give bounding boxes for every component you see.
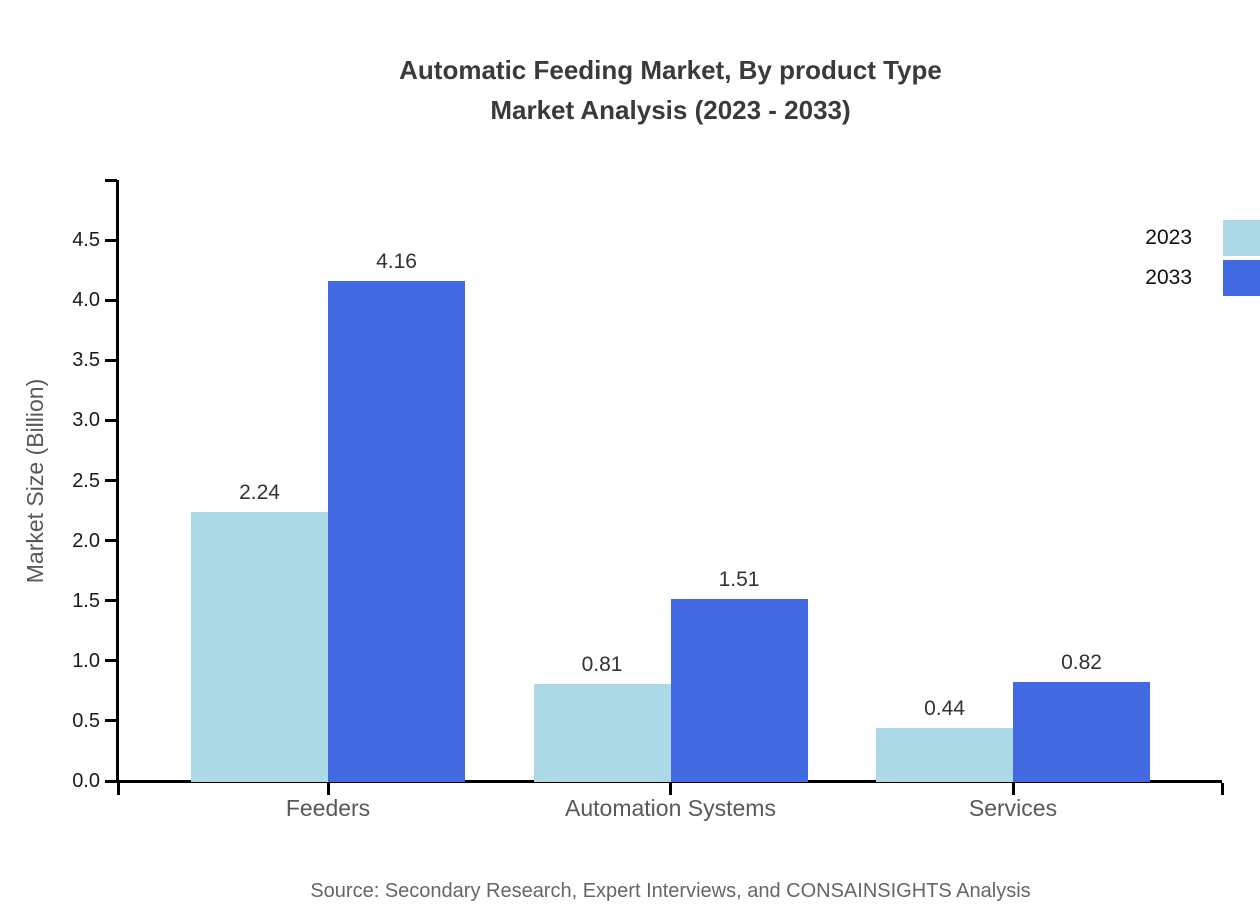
legend-label-2023: 2023 (1145, 226, 1192, 249)
x-category-label-automation-systems: Automation Systems (565, 795, 776, 821)
chart-title-line2: Market Analysis (2023 - 2033) (490, 95, 851, 125)
bar-2023-feeders (191, 511, 328, 782)
x-axis-end-tick-right (1220, 783, 1224, 795)
legend-item-2033: 2033 (1145, 260, 1260, 296)
legend-label-2033: 2033 (1145, 266, 1192, 289)
y-tick-label: 0.5 (72, 709, 100, 732)
chart-title: Automatic Feeding Market, By product Typ… (119, 50, 1222, 130)
y-tick-mark (105, 358, 117, 362)
y-tick-label: 3.0 (72, 409, 100, 432)
legend-item-2023: 2023 (1145, 220, 1260, 256)
bar-2033-services (1013, 682, 1150, 782)
y-tick-mark (105, 719, 117, 723)
x-tick-mark-services (1011, 783, 1015, 795)
y-tick-label: 0.0 (72, 770, 100, 792)
bar-value-label-2033-feeders: 4.16 (376, 249, 417, 273)
bar-value-label-2023-automation-systems: 0.81 (581, 652, 623, 676)
bar-2033-automation-systems (670, 599, 808, 782)
y-tick-mark (105, 539, 117, 543)
bar-value-label-2023-feeders: 2.24 (239, 480, 280, 504)
y-tick-mark (105, 599, 117, 603)
x-category-label-feeders: Feeders (285, 795, 371, 821)
y-tick-mark (105, 238, 117, 242)
legend: 2023 2033 (1145, 220, 1260, 300)
bar-2023-automation-systems (533, 683, 671, 782)
y-tick-label: 2.0 (72, 529, 100, 552)
y-tick-mark (105, 418, 117, 422)
y-tick-label: 1.5 (72, 589, 100, 612)
bar-2023-services (876, 728, 1013, 782)
y-tick-mark (105, 298, 117, 302)
y-tick-label: 4.0 (72, 289, 100, 312)
bar-value-label-2033-services: 0.82 (1061, 651, 1102, 675)
bar-value-label-2023-services: 0.44 (924, 697, 965, 721)
y-tick-mark (105, 659, 117, 663)
x-axis-end-tick-left (116, 783, 120, 795)
y-tick-label: 4.5 (72, 229, 100, 252)
bar-2033-feeders (328, 280, 465, 782)
y-tick-label: 2.5 (72, 469, 100, 492)
legend-swatch-2033 (1223, 260, 1260, 296)
chart-title-line1: Automatic Feeding Market, By product Typ… (399, 55, 942, 85)
legend-swatch-2023 (1223, 220, 1260, 256)
x-tick-mark-automation-systems (669, 783, 672, 795)
x-tick-mark-feeders (326, 783, 330, 795)
source-attribution: Source: Secondary Research, Expert Inter… (310, 880, 1031, 902)
bar-value-label-2033-automation-systems: 1.51 (718, 568, 760, 592)
y-tick-mark (105, 779, 117, 783)
x-category-label-services: Services (968, 795, 1058, 821)
y-axis-line (116, 180, 119, 783)
y-tick-label: 1.0 (72, 649, 100, 672)
y-tick-mark (105, 479, 117, 482)
y-tick-label: 3.5 (72, 349, 100, 372)
y-axis-end-tick (105, 178, 117, 182)
